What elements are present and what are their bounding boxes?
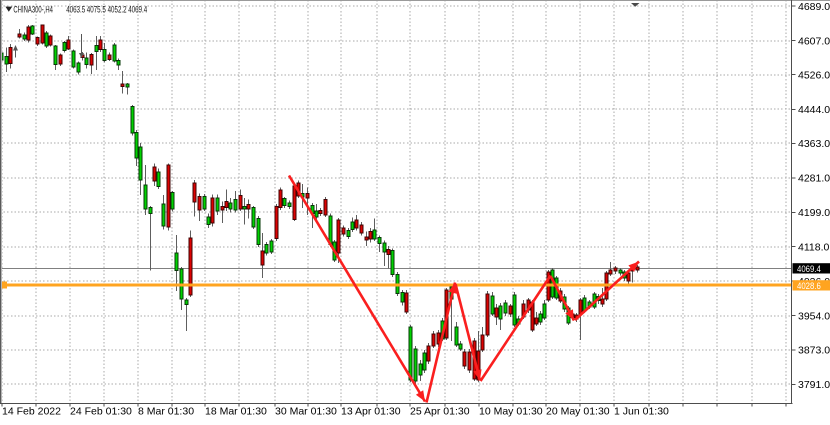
svg-text:8 Mar 01:30: 8 Mar 01:30 [138,406,194,418]
svg-text:4052.2: 4052.2 [108,4,127,14]
svg-text:4281.0: 4281.0 [798,173,830,185]
svg-text:4063.5: 4063.5 [66,4,85,14]
svg-text:18 Mar 01:30: 18 Mar 01:30 [205,406,267,418]
svg-text:4689.0: 4689.0 [798,1,830,13]
svg-text:10 May 01:30: 10 May 01:30 [479,406,543,418]
svg-text:24 Feb 01:30: 24 Feb 01:30 [70,406,132,418]
svg-text:14 Feb 2022: 14 Feb 2022 [2,406,61,418]
svg-text:4069.4: 4069.4 [797,263,821,274]
svg-text:4607.0: 4607.0 [798,35,830,47]
svg-text:4069.4: 4069.4 [128,4,148,14]
svg-text:25 Apr 01:30: 25 Apr 01:30 [410,406,470,418]
svg-text:30 Mar 01:30: 30 Mar 01:30 [275,406,337,418]
svg-text:3954.0: 3954.0 [798,310,830,322]
svg-text:3873.0: 3873.0 [798,345,830,357]
svg-text:4075.5: 4075.5 [87,4,106,14]
svg-text:3791.0: 3791.0 [798,379,830,391]
svg-text:4028.6: 4028.6 [797,280,821,291]
svg-text:1 Jun 01:30: 1 Jun 01:30 [614,406,669,418]
svg-text:4118.0: 4118.0 [798,241,829,253]
svg-text:CHINA300-,H4: CHINA300-,H4 [13,4,53,15]
svg-text:4526.0: 4526.0 [798,69,830,81]
svg-text:4444.0: 4444.0 [798,104,830,116]
svg-text:20 May 01:30: 20 May 01:30 [546,406,610,418]
svg-text:4363.0: 4363.0 [798,138,830,150]
svg-text:4199.0: 4199.0 [798,207,830,219]
svg-text:13 Apr 01:30: 13 Apr 01:30 [341,406,401,418]
